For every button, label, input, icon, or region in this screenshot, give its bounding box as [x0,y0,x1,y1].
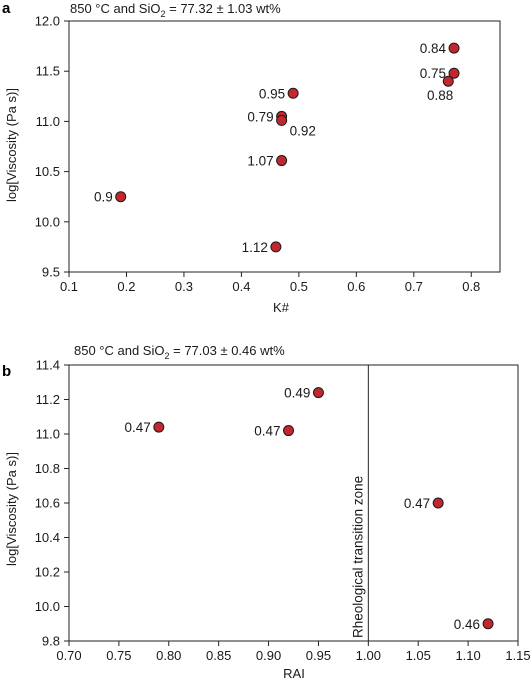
x-tick-label: 0.8 [462,279,480,294]
point-label: 0.88 [427,88,453,103]
point-label: 0.84 [420,41,447,56]
panel-a-title-main: 850 °C and SiO [70,1,160,16]
point-label: 0.9 [94,190,113,205]
data-point [276,114,288,126]
point-label: 0.95 [259,86,285,101]
panel-b-points: 0.47 0.47 0.49 0.47 0.46 [125,386,494,632]
x-tick-label: 0.4 [232,279,250,294]
panel-a-x-ticks: 0.1 0.2 0.3 0.4 0.5 0.6 0.7 0.8 [60,272,480,294]
x-tick-label: 0.70 [56,648,81,663]
y-tick-label: 11.2 [36,392,60,407]
panel-a-title-rest: = 77.32 ± 1.03 wt% [166,1,282,16]
panel-b-y-ticks: 9.8 10.0 10.2 10.4 10.6 10.8 11.0 11.2 11.4 [35,358,69,649]
x-tick-label: 0.90 [256,648,281,663]
point-label: 0.47 [254,424,280,439]
panel-b-ylabel: log[Viscosity (Pa s)] [4,452,19,566]
x-tick-label: 1.15 [505,648,530,663]
point-label: 0.47 [125,420,151,435]
y-tick-label: 10.8 [35,461,60,476]
y-tick-label: 11.0 [36,114,60,129]
panel-b: b 850 °C and SiO2 = 77.03 ± 0.46 wt% log… [2,343,531,681]
panel-a-title-sub: 2 [160,9,165,19]
point-label: 0.92 [290,123,316,138]
y-tick-label: 9.5 [42,265,60,280]
x-tick-label: 1.05 [406,648,431,663]
x-tick-label: 0.6 [347,279,365,294]
y-tick-label: 11.5 [36,64,60,79]
data-point [115,191,127,203]
x-tick-label: 0.5 [290,279,308,294]
panel-a-ylabel: log[Viscosity (Pa s)] [4,88,19,202]
panel-a-letter: a [2,0,11,17]
panel-b-frame [68,364,519,642]
x-tick-label: 0.7 [405,279,423,294]
y-tick-label: 12.0 [35,14,60,29]
y-tick-label: 10.2 [35,565,60,580]
panel-b-title: 850 °C and SiO2 = 77.03 ± 0.46 wt% [74,343,285,361]
y-tick-label: 11.0 [36,427,60,442]
y-tick-label: 10.6 [35,496,60,511]
point-label: 0.79 [247,109,273,124]
data-point [432,497,444,509]
data-point [276,155,288,167]
data-point [312,387,324,399]
data-point [270,241,282,253]
x-tick-label: 0.2 [117,279,135,294]
data-point [283,425,295,437]
rheological-transition-label: Rheological transition zone [350,476,365,638]
data-point [448,42,460,54]
panel-b-xlabel: RAI [283,666,305,681]
panel-a-xlabel: K# [273,300,290,315]
x-tick-label: 0.75 [106,648,131,663]
panel-a-title: 850 °C and SiO2 = 77.32 ± 1.03 wt% [70,1,281,19]
data-point [287,87,299,99]
y-tick-label: 10.4 [35,530,60,545]
x-tick-label: 0.95 [306,648,331,663]
y-tick-label: 9.8 [42,634,60,649]
panel-a-points: 0.9 1.12 1.07 0.79 0.92 0.95 0.84 0.75 0.88 [94,41,460,255]
point-label: 1.07 [247,154,273,169]
data-point [482,618,494,630]
panel-a: a 850 °C and SiO2 = 77.32 ± 1.03 wt% log… [2,0,501,315]
x-tick-label: 0.85 [206,648,231,663]
data-point [153,421,165,433]
panel-b-title-main: 850 °C and SiO [74,343,164,358]
panel-a-frame [68,20,501,273]
point-label: 0.75 [420,66,446,81]
point-label: 0.49 [284,386,310,401]
point-label: 0.47 [404,496,430,511]
y-tick-label: 10.0 [35,214,60,229]
panel-b-x-ticks: 0.70 0.75 0.80 0.85 0.90 0.95 1.00 1.05 1.10 1.15 [56,641,531,663]
x-tick-label: 0.80 [156,648,181,663]
point-label: 0.46 [454,617,480,632]
x-tick-label: 1.00 [356,648,381,663]
panel-b-title-rest: = 77.03 ± 0.46 wt% [170,343,286,358]
x-tick-label: 0.3 [175,279,193,294]
x-tick-label: 1.10 [455,648,480,663]
data-point [442,75,454,87]
panel-a-y-ticks: 9.5 10.0 10.5 11.0 11.5 12.0 [35,14,69,280]
y-tick-label: 10.5 [35,164,60,179]
panel-b-title-sub: 2 [164,351,169,361]
data-point [448,67,460,79]
x-tick-label: 0.1 [60,279,78,294]
point-label: 1.12 [242,240,268,255]
y-tick-label: 11.4 [36,358,60,373]
panel-b-letter: b [2,363,11,380]
y-tick-label: 10.0 [35,599,60,614]
